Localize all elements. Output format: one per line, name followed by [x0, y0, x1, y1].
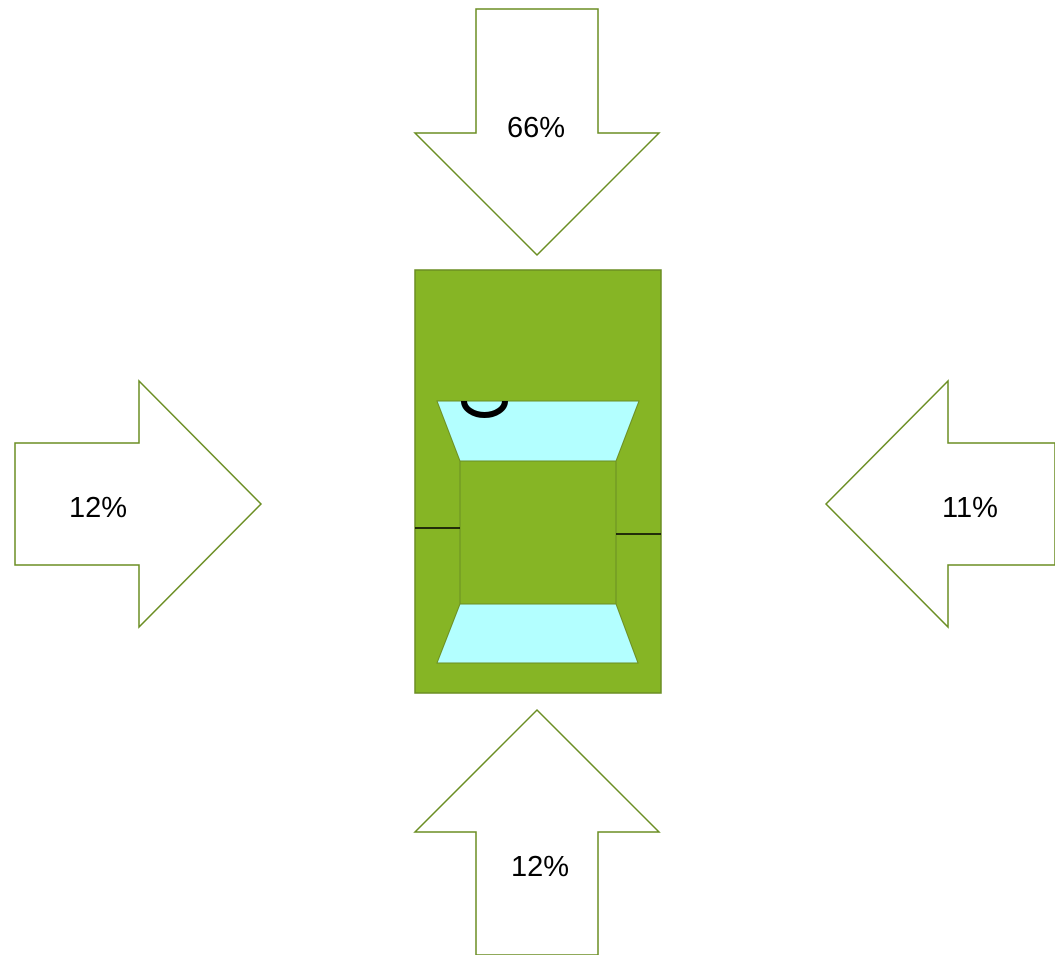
right-arrow-label: 11% [942, 492, 998, 524]
right-arrow-shape [824, 379, 1055, 629]
top-arrow: 66% [413, 8, 661, 257]
top-arrow-label: 66% [507, 112, 565, 144]
bottom-arrow-label: 12% [511, 851, 569, 883]
bottom-arrow: 12% [413, 708, 661, 956]
top-arrow-shape [413, 8, 661, 257]
rear-window [436, 603, 639, 664]
left-arrow-label: 12% [69, 492, 127, 524]
car [414, 269, 662, 694]
bottom-arrow-shape [413, 708, 661, 956]
left-arrow: 12% [14, 379, 263, 629]
left-arrow-shape [14, 379, 263, 629]
right-arrow: 11% [824, 379, 1055, 629]
roof [459, 460, 617, 605]
steering-wheel-icon [461, 400, 508, 418]
